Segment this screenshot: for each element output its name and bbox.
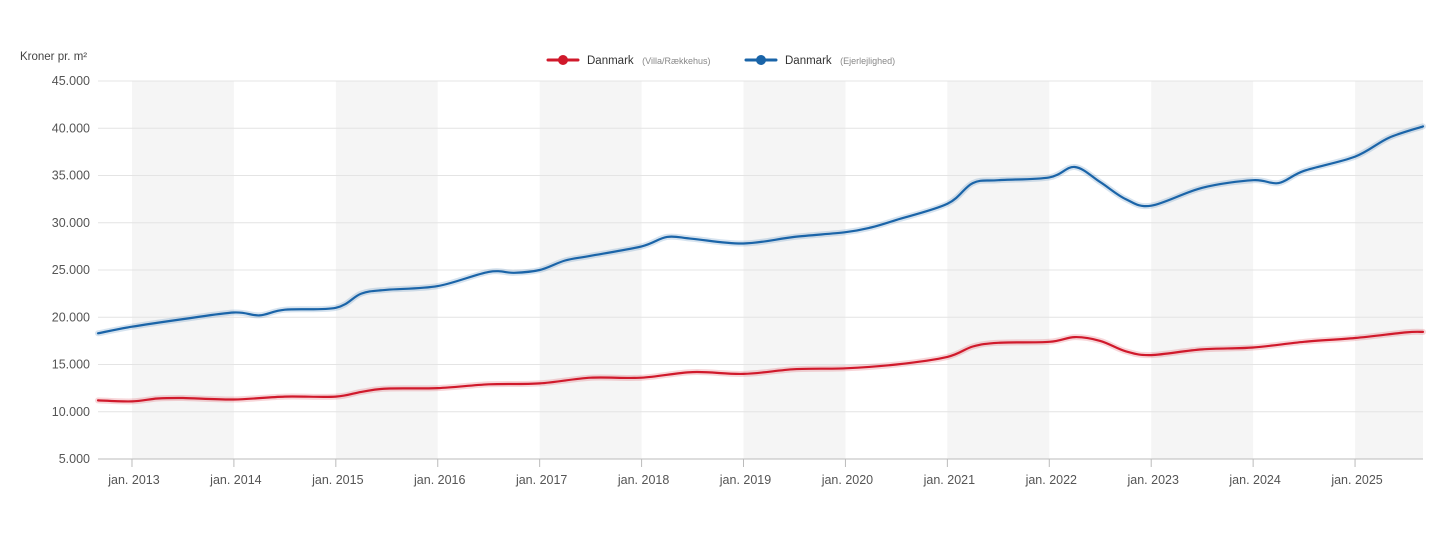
y-axis: 5.000 10.000 15.000 20.000 25.000 30.000 35.00… — [52, 74, 90, 466]
legend-label-villa: Danmark — [587, 55, 634, 67]
y-tick-label: 5.000 — [59, 452, 90, 466]
legend-sublabel-villa: (Villa/Rækkehus) — [642, 56, 710, 66]
y-tick-label: 40.000 — [52, 121, 90, 135]
x-tick-label: jan. 2015 — [311, 473, 363, 487]
x-tick-label: jan. 2019 — [719, 473, 771, 487]
x-tick-label: jan. 2023 — [1126, 473, 1178, 487]
y-tick-label: 30.000 — [52, 216, 90, 230]
legend-item-ejerlejlighed[interactable]: Danmark (Ejerlejlighed) — [744, 51, 895, 68]
legend-marker-ejerlejlighed — [756, 55, 766, 65]
y-tick-label: 25.000 — [52, 263, 90, 277]
svg-text:Danmark (Ejerlejligh: Danmark (Ejerlejlighed) — [785, 51, 895, 68]
x-tick-label: jan. 2020 — [821, 473, 873, 487]
x-tick-label: jan. 2014 — [209, 473, 261, 487]
series-line-villa[interactable] — [96, 330, 1425, 403]
legend-label-ejerlejlighed: Danmark — [785, 55, 832, 67]
legend-item-villa[interactable]: Danmark (Villa/Rækkehus) — [546, 51, 710, 68]
series-line-ejerlejlighed[interactable] — [96, 125, 1425, 335]
y-tick-label: 35.000 — [52, 169, 90, 183]
y-tick-label: 45.000 — [52, 74, 90, 88]
y-tick-label: 15.000 — [52, 358, 90, 372]
x-tick-label: jan. 2022 — [1025, 473, 1077, 487]
x-tick-label: jan. 2021 — [923, 473, 975, 487]
svg-text:Danmark (Villa/Række: Danmark (Villa/Rækkehus) — [587, 51, 710, 68]
legend-marker-villa — [558, 55, 568, 65]
y-tick-label: 20.000 — [52, 310, 90, 324]
x-tick-label: jan. 2016 — [413, 473, 465, 487]
y-tick-label: 10.000 — [52, 405, 90, 419]
x-axis: jan. 2013 jan. 2014 jan. 2015 jan. 2016 jan.… — [98, 458, 1423, 487]
legend[interactable]: Danmark (Villa/Rækkehus) Danmark (Ejerle… — [546, 51, 895, 68]
x-tick-label: jan. 2017 — [515, 473, 567, 487]
legend-sublabel-ejerlejlighed: (Ejerlejlighed) — [840, 56, 895, 66]
x-tick-label: jan. 2024 — [1228, 473, 1280, 487]
x-tick-label: jan. 2018 — [617, 473, 669, 487]
y-axis-label: Kroner pr. m² — [20, 51, 87, 63]
x-tick-label: jan. 2013 — [107, 473, 159, 487]
x-tick-label: jan. 2025 — [1330, 473, 1382, 487]
series-layer — [95, 123, 1426, 405]
